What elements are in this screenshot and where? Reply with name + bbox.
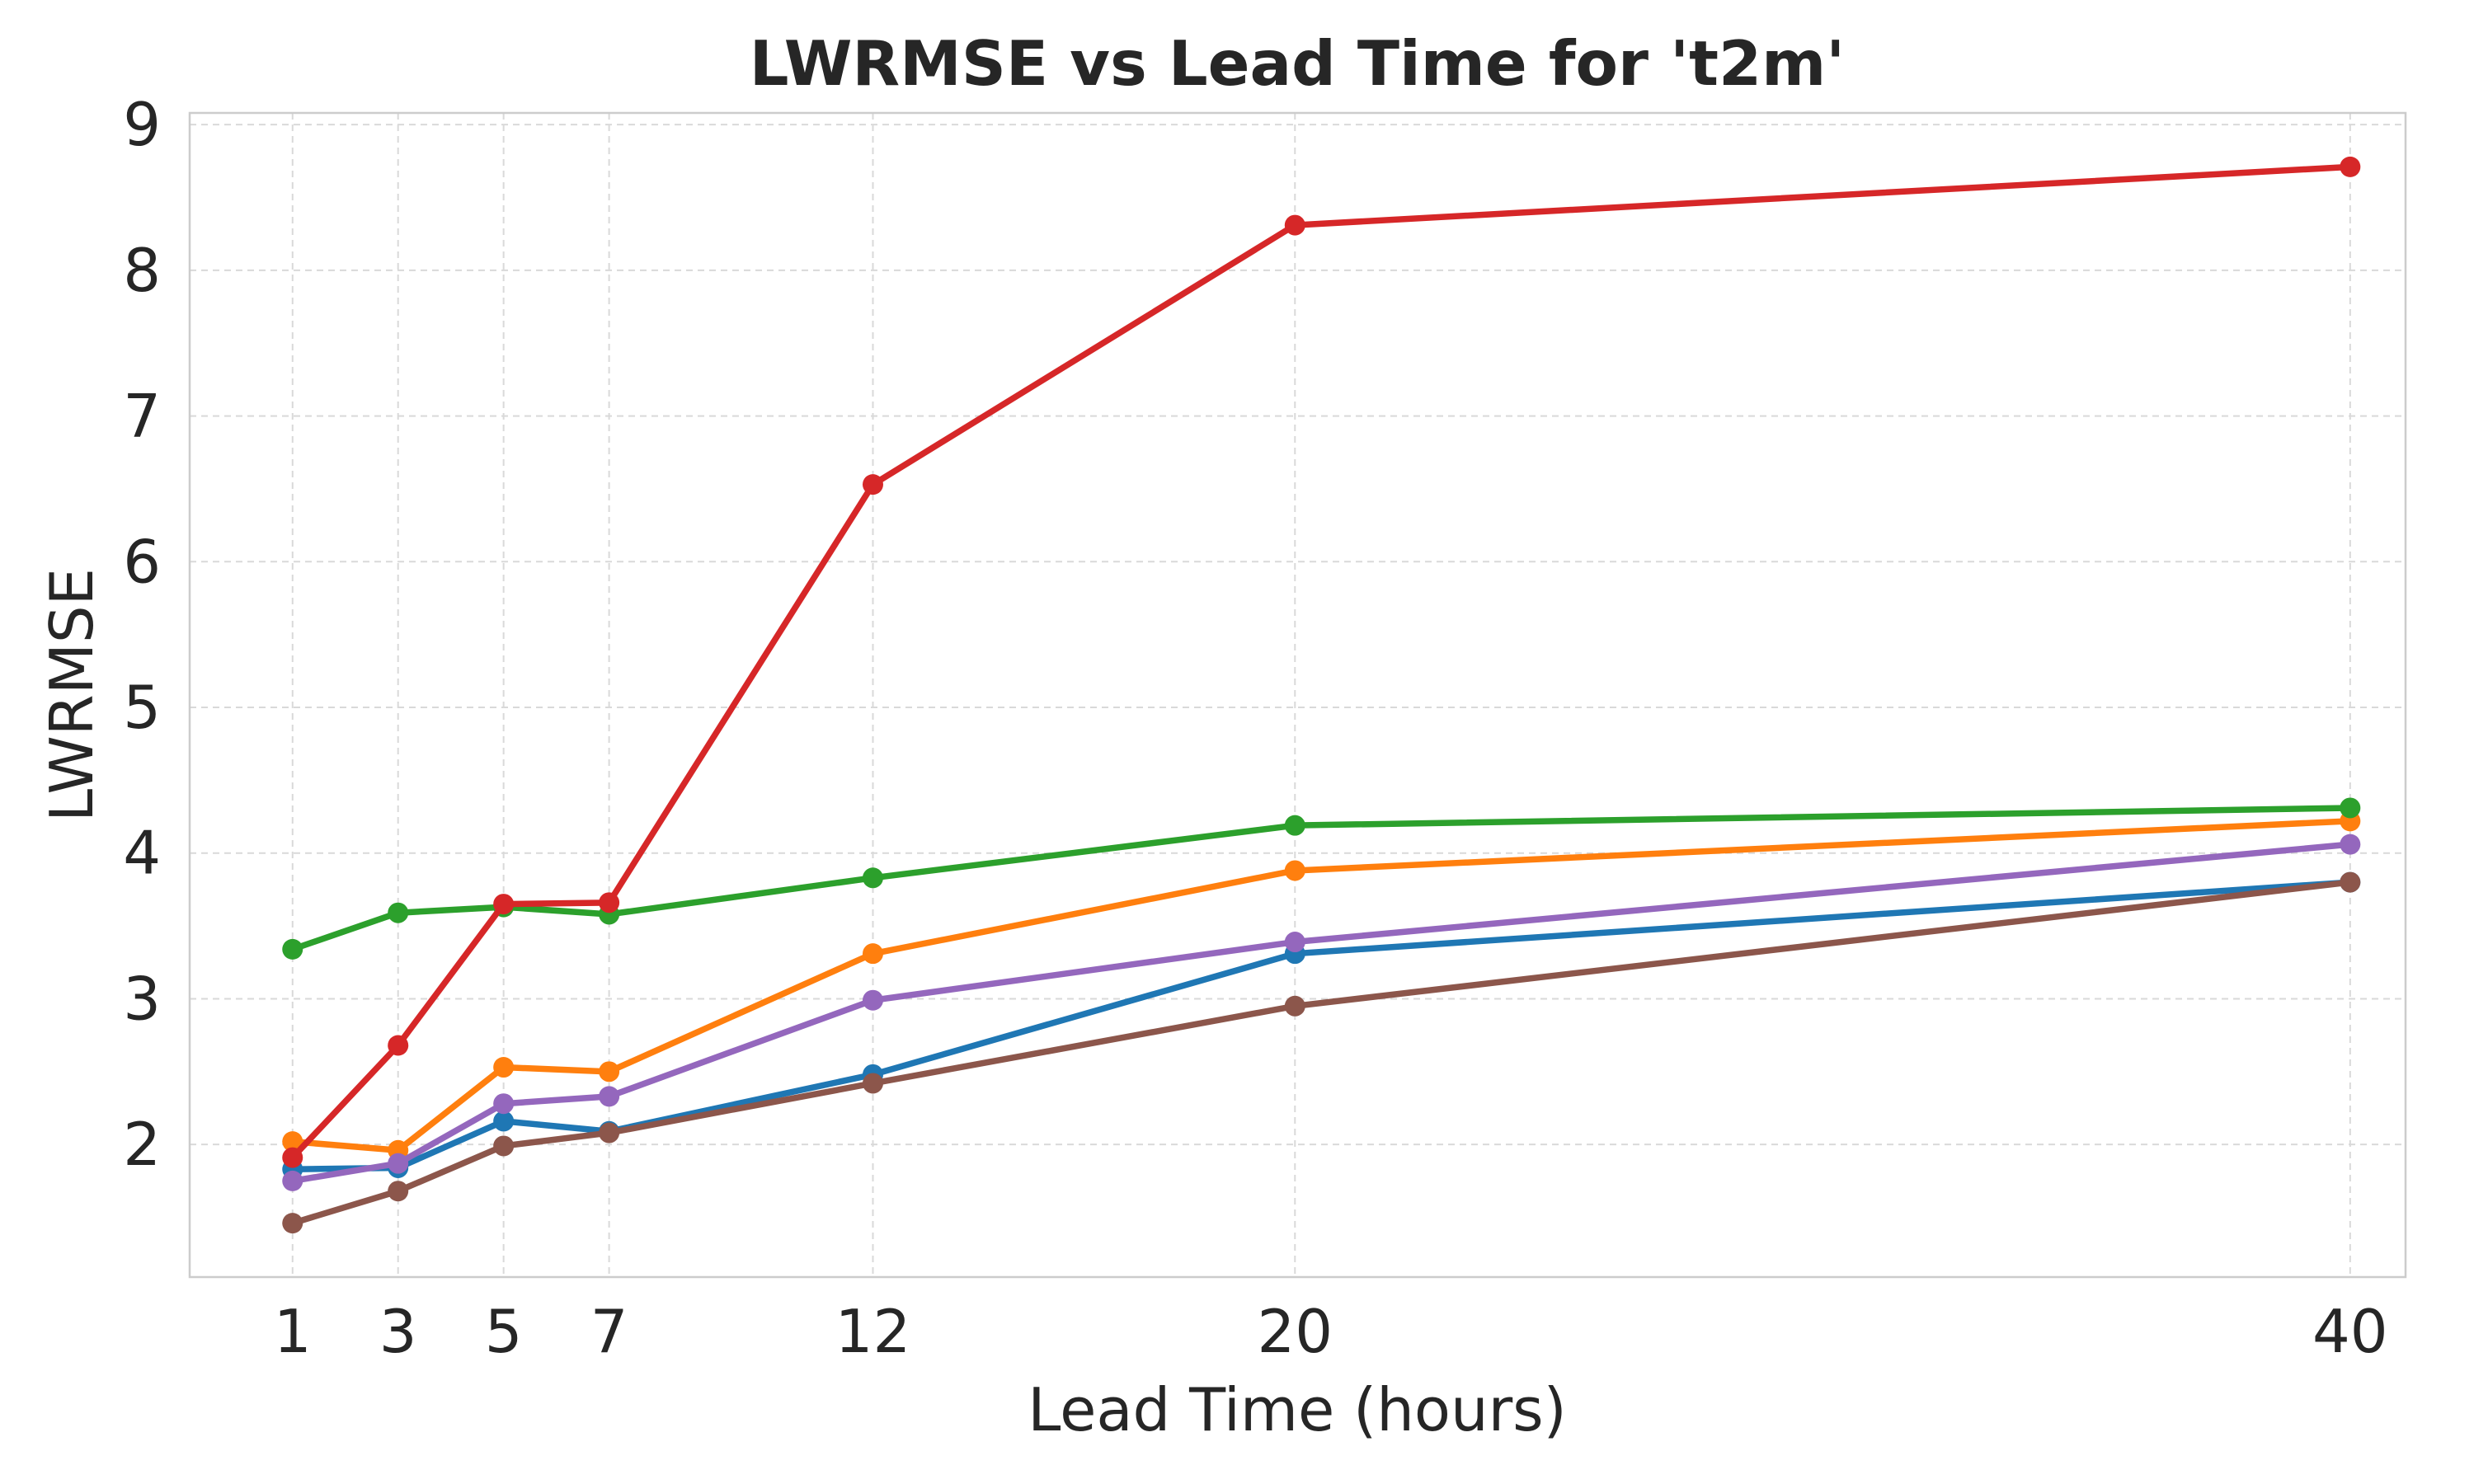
data-point [1284, 932, 1305, 953]
x-tick-label: 20 [1257, 1297, 1333, 1366]
y-tick-label: 6 [123, 527, 161, 596]
y-tick-label: 9 [123, 90, 161, 159]
data-point [862, 867, 883, 889]
series-line [289, 805, 2354, 953]
data-point [282, 1147, 303, 1168]
data-point [1284, 815, 1305, 836]
data-point [282, 938, 303, 960]
data-point [2340, 797, 2361, 819]
data-point [862, 1073, 883, 1094]
data-point [493, 894, 515, 915]
data-point [2340, 156, 2361, 177]
data-point [862, 943, 883, 965]
y-tick-label: 2 [123, 1110, 161, 1179]
series-4 [282, 156, 2361, 1168]
x-tick-label: 3 [379, 1297, 417, 1366]
series-line [289, 879, 2354, 1227]
data-point [599, 1122, 620, 1144]
y-tick-label: 5 [123, 673, 161, 742]
chart-title: LWRMSE vs Lead Time for 't2m' [750, 27, 1846, 100]
data-point [1284, 214, 1305, 236]
y-tick-label: 8 [123, 236, 161, 305]
series-layer [282, 156, 2361, 1234]
data-point [282, 1213, 303, 1234]
y-tick-label: 3 [123, 964, 161, 1033]
data-point [282, 1131, 303, 1153]
x-axis-label: Lead Time (hours) [1028, 1375, 1567, 1444]
series-6 [282, 871, 2361, 1234]
plot-area-frame [188, 111, 2407, 1279]
x-tick-label: 12 [835, 1297, 911, 1366]
series-3 [282, 797, 2361, 960]
y-tick-label: 4 [123, 819, 161, 888]
y-axis-label: LWRMSE [37, 568, 106, 822]
series-line [289, 163, 2354, 1161]
data-point [1284, 860, 1305, 881]
data-point [599, 1061, 620, 1082]
data-point [388, 1181, 409, 1202]
y-tick-label: 7 [123, 382, 161, 451]
data-point [862, 989, 883, 1011]
data-point [388, 1153, 409, 1174]
data-point [493, 1111, 515, 1132]
data-point [493, 1093, 515, 1115]
data-point [2340, 834, 2361, 855]
x-tick-label: 40 [2312, 1297, 2388, 1366]
data-point [599, 892, 620, 913]
x-tick-label: 1 [274, 1297, 312, 1366]
data-point [599, 1086, 620, 1107]
data-point [493, 1057, 515, 1078]
data-point [282, 1170, 303, 1191]
x-tick-label: 7 [590, 1297, 628, 1366]
data-point [388, 1035, 409, 1056]
series-2 [282, 810, 2361, 1161]
data-point [862, 474, 883, 495]
data-point [2340, 871, 2361, 893]
x-tick-label: 5 [485, 1297, 523, 1366]
data-point [493, 1135, 515, 1157]
data-point [1284, 995, 1305, 1017]
data-point [388, 902, 409, 923]
series-5 [282, 834, 2361, 1191]
